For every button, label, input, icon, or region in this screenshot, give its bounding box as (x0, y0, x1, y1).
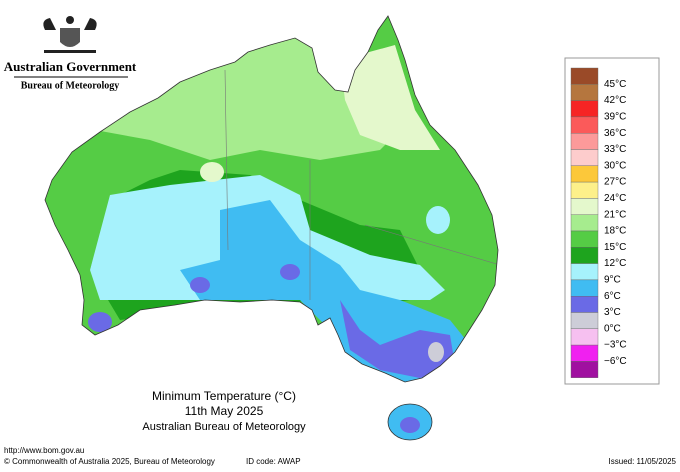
legend-label: 6°C (604, 291, 621, 302)
legend-swatch (570, 214, 599, 232)
legend-label: 3°C (604, 307, 621, 318)
legend-label: 12°C (604, 258, 626, 269)
legend-label: 42°C (604, 95, 626, 106)
legend-label: 39°C (604, 112, 626, 123)
legend-swatch (570, 279, 599, 297)
legend-swatch (570, 116, 599, 134)
legend-swatch (570, 247, 599, 264)
legend-label: 33°C (604, 144, 626, 155)
legend-label: 15°C (604, 242, 626, 253)
legend-label: 21°C (604, 209, 626, 220)
url: http://www.bom.gov.au (4, 446, 84, 455)
legend-swatch (570, 181, 599, 199)
legend-label: 45°C (604, 79, 626, 90)
legend-swatch (570, 132, 599, 150)
legend-label: 30°C (604, 160, 626, 171)
issued: Issued: 11/05/2025 (609, 457, 677, 466)
government: Australian Government (4, 59, 137, 74)
legend-swatch (570, 165, 599, 183)
legend-label: 27°C (604, 177, 626, 188)
legend-label: 18°C (604, 226, 626, 237)
legend-label: −3°C (604, 340, 627, 351)
source: Australian Bureau of Meteorology (142, 421, 306, 433)
legend-swatch (570, 100, 599, 118)
legend-swatch (570, 67, 599, 85)
legend-swatch (570, 84, 599, 101)
legend-label: 9°C (604, 275, 621, 286)
legend-label: 36°C (604, 128, 626, 139)
legend-swatch (570, 198, 599, 215)
agency: Bureau of Meteorology (21, 80, 120, 91)
legend-swatch (570, 344, 599, 362)
legend-swatch (570, 361, 599, 378)
title: Minimum Temperature (°C) (152, 389, 296, 403)
legend-frame (564, 57, 660, 385)
date: 11th May 2025 (185, 404, 264, 418)
coat-of-arms (43, 16, 97, 53)
tasmania-coast (387, 403, 433, 441)
legend-swatch (570, 263, 599, 281)
legend-label: 0°C (604, 323, 621, 334)
copyright: © Commonwealth of Australia 2025, Bureau… (4, 457, 215, 466)
legend: 45°C 42°C 39°C 36°C 33°C 30°C 27°C 24°C 21°C 18°C… (570, 67, 627, 378)
legend-label: 24°C (604, 193, 626, 204)
id-code: ID code: AWAP (246, 457, 301, 466)
legend-label: −6°C (604, 356, 627, 367)
legend-swatch (570, 312, 599, 329)
legend-swatch (570, 230, 599, 248)
legend-swatch (570, 149, 599, 166)
legend-swatch (570, 296, 599, 313)
legend-swatch (570, 328, 599, 346)
